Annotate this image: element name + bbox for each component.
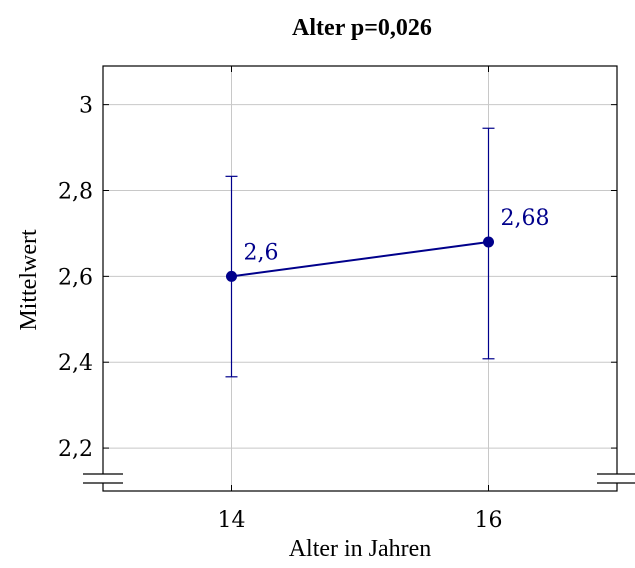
x-axis-label: Alter in Jahren: [289, 536, 432, 562]
y-tick-label: 3: [79, 94, 93, 119]
y-tick-label: 2,6: [58, 265, 93, 290]
y-tick-label: 2,2: [58, 437, 93, 462]
plot-frame: [102, 65, 618, 492]
data-point: [483, 236, 494, 248]
series-marks: 2,6 2,68: [225, 127, 550, 378]
grid: [103, 66, 617, 491]
data-label: 2,6: [244, 240, 279, 265]
tick-marks: [103, 66, 617, 491]
y-tick-label: 2,8: [58, 179, 93, 204]
data-point: [226, 270, 237, 282]
series-line: [231, 241, 489, 278]
chart-title: Alter p=0,026: [292, 15, 432, 41]
data-label: 2,68: [501, 206, 550, 231]
y-axis-break: [83, 473, 635, 484]
x-tick-label: 14: [218, 508, 246, 533]
y-tick-label: 2,4: [58, 351, 93, 376]
left-axis-break-gap: [101, 474, 105, 483]
y-axis-label: Mittelwert: [16, 229, 42, 331]
tick-labels: 2,2 2,4 2,6 2,8 3 14 16: [58, 94, 503, 533]
right-axis-break-gap: [615, 474, 619, 483]
x-tick-label: 16: [475, 508, 503, 533]
